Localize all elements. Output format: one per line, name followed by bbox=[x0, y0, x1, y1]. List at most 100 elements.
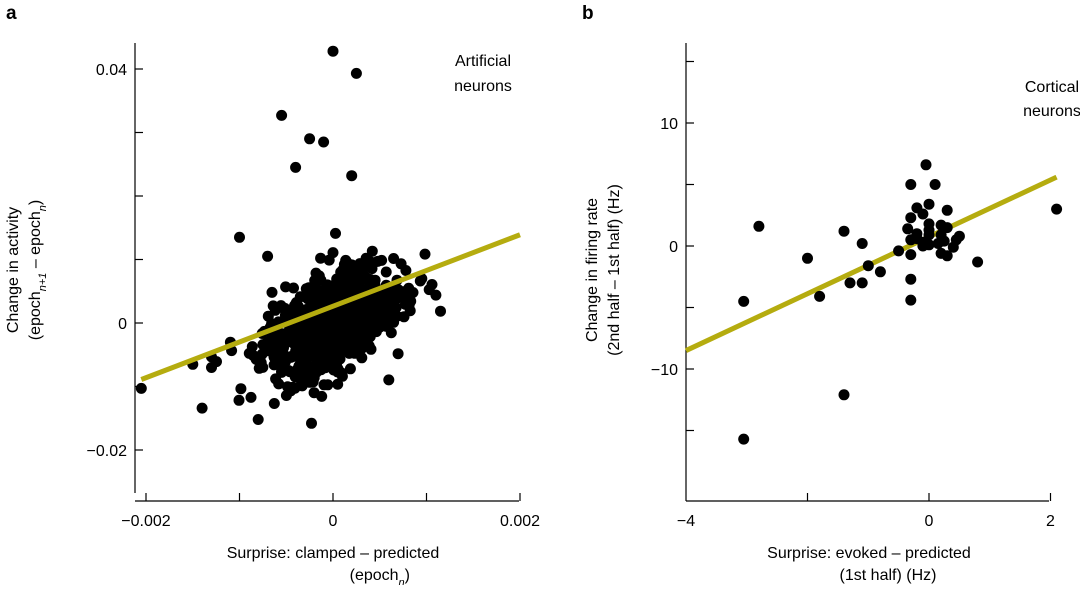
panel-a-point bbox=[330, 227, 341, 239]
panel-a-point bbox=[135, 382, 147, 394]
panel-b-y-tick-label: 0 bbox=[669, 239, 678, 256]
panel-a-point bbox=[296, 380, 308, 392]
panel-a-annotation-line1: Artificial bbox=[455, 53, 511, 70]
panel-a-point bbox=[196, 402, 208, 414]
panel-a-point bbox=[268, 398, 280, 409]
panel-a-point bbox=[388, 316, 400, 328]
panel-a-y-label-line1: Change in activity bbox=[5, 207, 22, 333]
panel-a-point bbox=[304, 133, 316, 145]
panel-a-point bbox=[383, 374, 395, 386]
panel-a-x-tick-label: 0.002 bbox=[500, 513, 540, 530]
panel-a-label: a bbox=[6, 3, 17, 24]
panel-a-point bbox=[333, 342, 344, 354]
panel-a-point bbox=[398, 311, 410, 323]
panel-a-point bbox=[279, 302, 291, 314]
panel-a-point bbox=[348, 283, 360, 295]
panel-a-y-label-subscript2: n bbox=[37, 205, 49, 211]
panel-a-x-tick-label: −0.002 bbox=[121, 513, 170, 530]
panel-b-point bbox=[738, 295, 750, 307]
panel-b-y-ticks: −10 0 10 bbox=[651, 60, 694, 432]
panel-b-point bbox=[814, 290, 826, 302]
panel-a-y-label-epoch2: – epoch bbox=[27, 211, 44, 272]
panel-b-point bbox=[911, 233, 923, 245]
panel-b-point bbox=[844, 277, 856, 289]
panel-a-point bbox=[233, 394, 245, 406]
panel-b-point bbox=[1051, 203, 1063, 215]
panel-a-point bbox=[246, 341, 258, 353]
panel-b-point bbox=[941, 222, 953, 234]
panel-b: b −10 0 10 −4 0 2 Cortical neurons Surprise:… bbox=[582, 3, 1080, 584]
panel-b-x-label-line2: (1st half) (Hz) bbox=[840, 567, 937, 584]
panel-a-point bbox=[355, 343, 367, 355]
panel-a-point bbox=[426, 279, 438, 290]
panel-a-point bbox=[288, 334, 300, 346]
panel-a-point bbox=[430, 289, 442, 301]
panel-a-point bbox=[314, 354, 326, 366]
panel-a-x-label-line1: Surprise: clamped – predicted bbox=[227, 545, 440, 562]
panel-a-point bbox=[327, 45, 339, 57]
panel-b-point bbox=[972, 256, 984, 268]
panel-a-point bbox=[332, 378, 344, 390]
panel-a: a −0.02 0 0.04 −0.002 0 0.002 Artificial neu… bbox=[5, 3, 540, 589]
panel-b-point bbox=[905, 212, 917, 224]
panel-a-y-label-line2: (epochn+1 – epochn) bbox=[27, 200, 49, 340]
panel-a-point bbox=[319, 346, 331, 358]
panel-a-x-ticks: −0.002 0 0.002 bbox=[121, 493, 540, 530]
panel-b-point bbox=[738, 433, 750, 445]
panel-a-point bbox=[344, 363, 356, 375]
panel-a-point bbox=[211, 356, 222, 368]
panel-a-point bbox=[273, 378, 285, 390]
panel-a-y-label-subscript1: n+1 bbox=[37, 273, 49, 292]
panel-a-point bbox=[345, 309, 357, 320]
panel-b-points bbox=[738, 159, 1063, 445]
panel-a-point bbox=[341, 335, 353, 347]
panel-b-point bbox=[953, 230, 965, 242]
panel-a-point bbox=[341, 273, 352, 284]
panel-a-point bbox=[368, 316, 380, 328]
panel-b-y-tick-label: −10 bbox=[651, 362, 678, 379]
panel-a-point bbox=[309, 274, 321, 286]
panel-b-point bbox=[923, 198, 935, 210]
panel-a-y-label-epoch1: (epoch bbox=[27, 291, 44, 340]
panel-a-point bbox=[322, 379, 334, 391]
panel-b-point bbox=[905, 179, 917, 190]
panel-b-point bbox=[856, 238, 868, 249]
panel-b-point bbox=[923, 229, 935, 241]
panel-b-point bbox=[905, 249, 917, 261]
panel-b-annotation-line1: Cortical bbox=[1025, 79, 1079, 96]
panel-a-point bbox=[372, 255, 384, 267]
panel-a-point bbox=[266, 286, 278, 298]
panel-a-point bbox=[257, 339, 269, 351]
panel-b-point bbox=[947, 241, 959, 253]
panel-a-point bbox=[336, 370, 348, 382]
panel-a-point bbox=[253, 362, 265, 374]
panel-a-x-label-close: ) bbox=[405, 567, 410, 584]
panel-b-point bbox=[932, 238, 944, 249]
panel-a-point bbox=[235, 383, 247, 395]
panel-a-point bbox=[380, 266, 392, 278]
panel-a-point bbox=[350, 67, 362, 79]
panel-b-point bbox=[935, 247, 947, 259]
panel-b-point bbox=[893, 245, 905, 257]
panel-a-point bbox=[290, 161, 302, 173]
panel-b-point bbox=[941, 204, 953, 216]
panel-a-point bbox=[302, 293, 314, 305]
panel-a-y-label-close: ) bbox=[27, 200, 44, 205]
panel-a-point bbox=[399, 298, 411, 310]
panel-a-point bbox=[268, 359, 280, 371]
panel-a-point bbox=[278, 331, 290, 343]
panel-a-point bbox=[341, 256, 353, 268]
panel-a-point bbox=[252, 414, 264, 425]
panel-b-x-ticks: −4 0 2 bbox=[677, 493, 1055, 530]
panel-b-y-label-line2: (2nd half – 1st half) (Hz) bbox=[606, 184, 623, 356]
panel-a-point bbox=[382, 303, 394, 315]
panel-a-point bbox=[351, 325, 363, 337]
panel-b-label: b bbox=[582, 3, 594, 24]
panel-a-point bbox=[318, 317, 329, 328]
panel-a-point bbox=[315, 252, 327, 264]
panel-a-point bbox=[280, 390, 292, 401]
panel-b-point bbox=[905, 294, 917, 306]
panel-b-point bbox=[929, 179, 941, 190]
panel-a-fit-line bbox=[140, 232, 521, 382]
